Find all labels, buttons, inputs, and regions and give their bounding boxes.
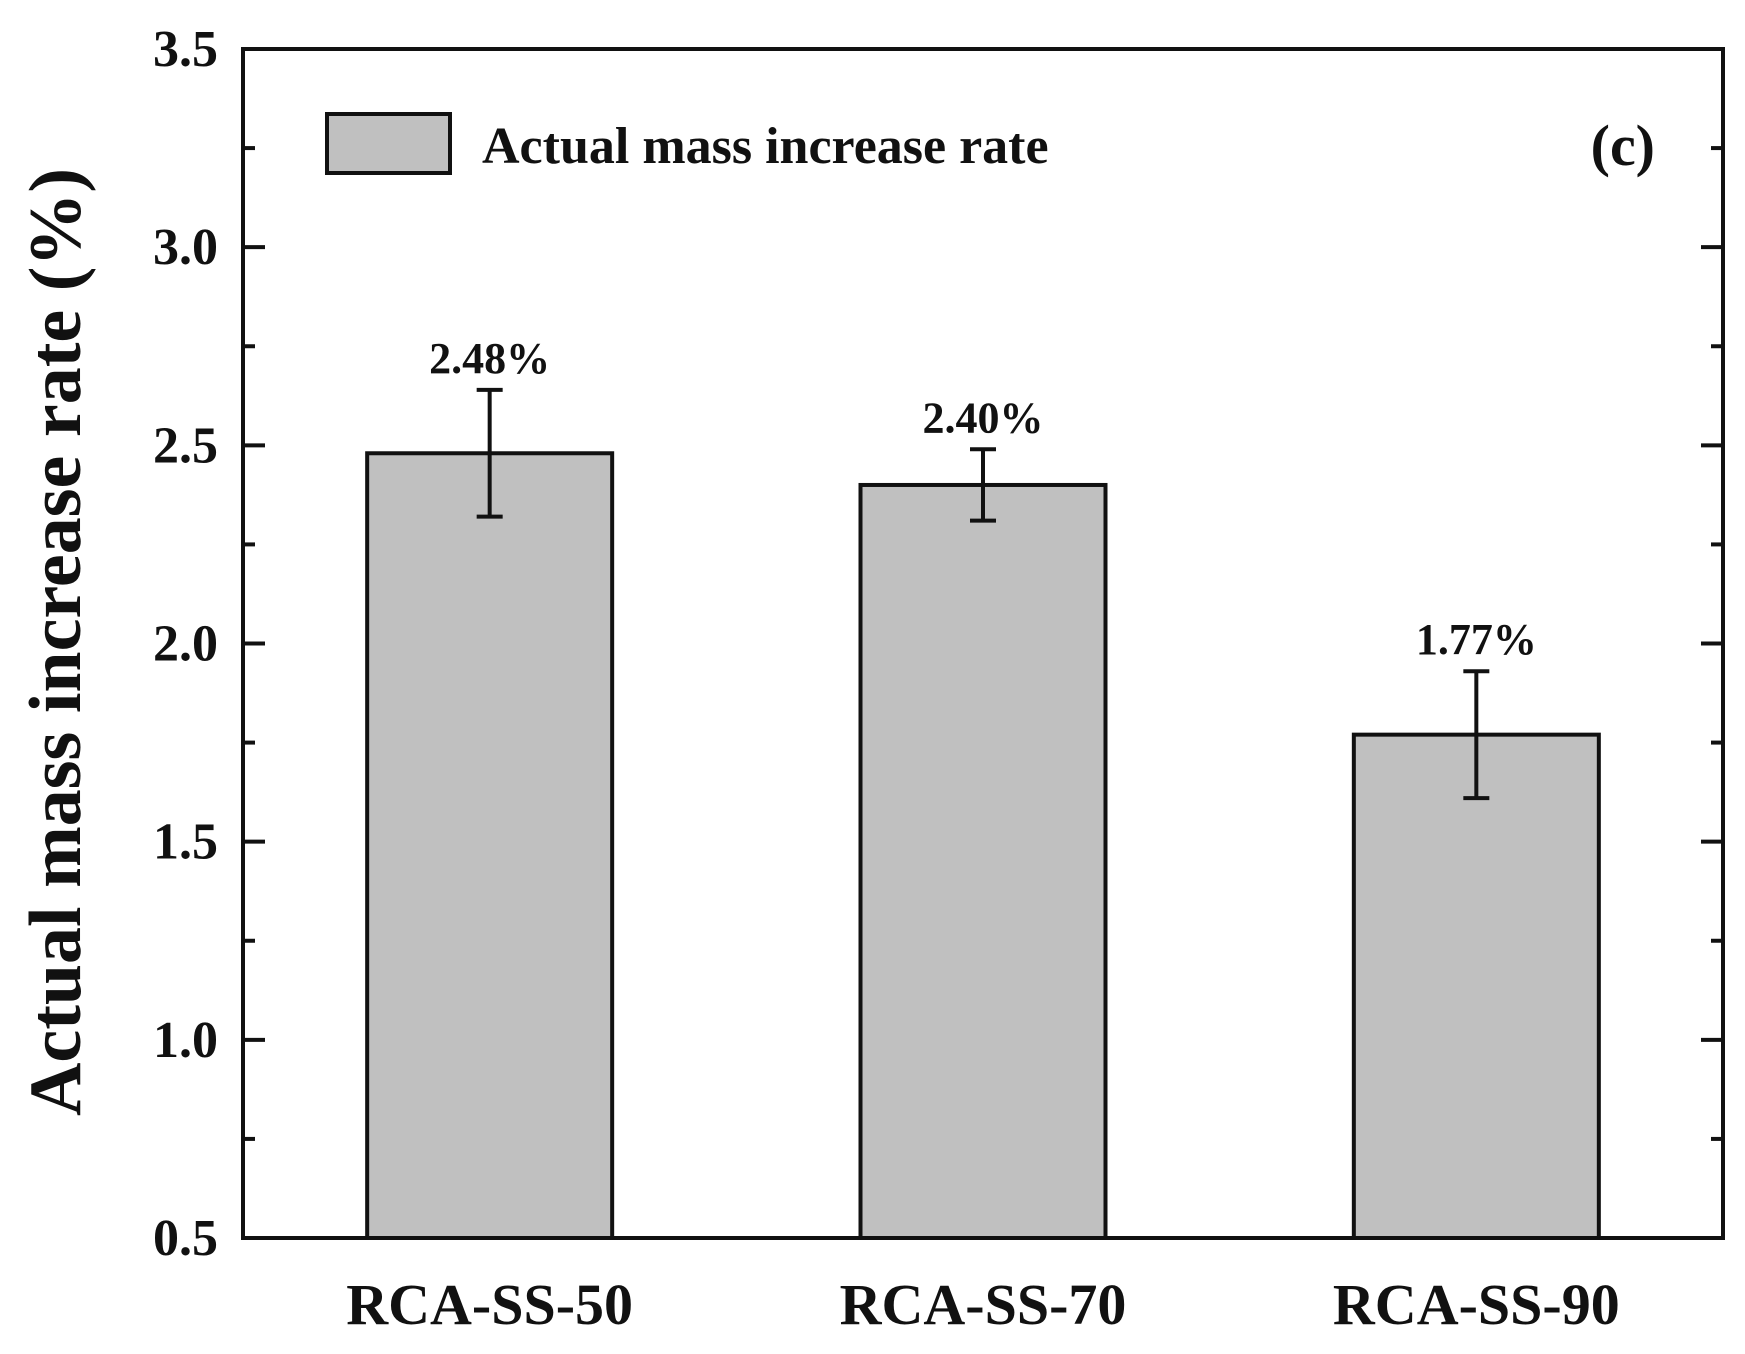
bar — [365, 451, 615, 1240]
y-tick-label: 1.0 — [153, 1012, 218, 1069]
data-label: 2.40% — [923, 393, 1044, 442]
panel-label: (c) — [1591, 113, 1655, 178]
y-tick-labels: 0.5 1.0 1.5 2.0 2.5 3.0 3.5 — [153, 21, 218, 1267]
y-tick-label: 1.5 — [153, 814, 218, 871]
x-category-label: RCA-SS-90 — [1333, 1272, 1620, 1337]
data-labels: 2.48% 2.40% 1.77% — [429, 334, 1537, 664]
legend-entry-label: Actual mass increase rate — [482, 118, 1049, 175]
bars — [365, 451, 1601, 1240]
x-category-labels: RCA-SS-50 RCA-SS-70 RCA-SS-90 — [346, 1272, 1619, 1337]
y-tick-label: 2.5 — [153, 417, 218, 474]
y-tick-label: 3.5 — [153, 21, 218, 78]
y-tick-label: 2.0 — [153, 616, 218, 673]
bar — [1351, 732, 1601, 1240]
y-tick-label: 3.0 — [153, 219, 218, 276]
bar — [858, 482, 1108, 1240]
error-bars — [476, 387, 1490, 801]
axis-ticks — [243, 47, 1723, 1240]
legend: Actual mass increase rate — [325, 112, 1049, 175]
x-category-label: RCA-SS-50 — [346, 1272, 633, 1337]
x-category-label: RCA-SS-70 — [840, 1272, 1127, 1337]
legend-swatch — [325, 112, 452, 175]
data-label: 2.48% — [429, 334, 550, 383]
y-axis-title: Actual mass increase rate (%) — [15, 168, 97, 1116]
data-label: 1.77% — [1416, 615, 1537, 664]
y-tick-label: 0.5 — [153, 1210, 218, 1267]
